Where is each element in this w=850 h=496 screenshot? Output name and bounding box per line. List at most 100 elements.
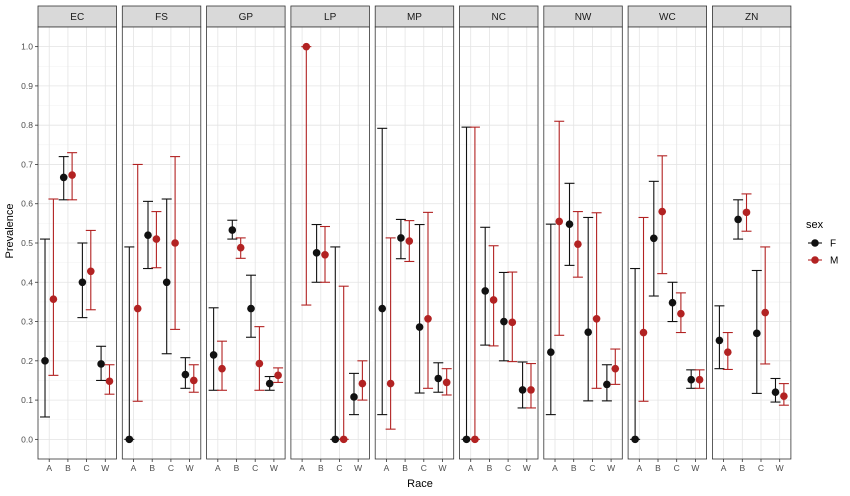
legend-label: M <box>830 256 838 267</box>
data-point <box>639 328 648 337</box>
data-point <box>218 364 226 373</box>
x-tick-label: W <box>101 463 109 473</box>
x-tick-label: W <box>691 463 699 473</box>
series-m <box>722 193 789 406</box>
x-tick-label: A <box>131 463 137 473</box>
x-tick-label: A <box>299 463 305 473</box>
data-point <box>742 208 751 217</box>
data-point <box>209 351 218 359</box>
y-tick-label: 0.3 <box>21 317 33 327</box>
series-f <box>208 219 275 391</box>
data-point <box>734 215 742 224</box>
x-tick-label: A <box>636 463 642 473</box>
data-point <box>152 235 161 243</box>
facet-panel-nw: NW A B C W <box>543 5 623 473</box>
x-tick-label: B <box>149 463 155 473</box>
x-tick-label: A <box>384 463 390 473</box>
x-tick-label: B <box>487 463 493 473</box>
data-point <box>724 348 732 356</box>
data-point <box>247 304 255 313</box>
y-tick-label: 0.5 <box>21 238 33 248</box>
y-tick-label: 0.8 <box>21 120 33 130</box>
series-m <box>48 152 115 395</box>
panel-border <box>459 26 539 460</box>
data-point <box>687 375 695 384</box>
series-m <box>301 42 368 444</box>
x-tick-label: A <box>552 463 558 473</box>
data-point <box>59 173 68 182</box>
data-point <box>181 370 190 379</box>
data-point <box>771 388 780 397</box>
data-point <box>442 378 451 387</box>
facet-panel-nc: NC A B C W <box>459 5 539 473</box>
x-tick-label: A <box>215 463 221 473</box>
facet-strip-label: WC <box>659 12 676 23</box>
panel-border <box>712 26 792 460</box>
data-point <box>105 377 114 386</box>
facet-strip-label: MP <box>407 12 422 23</box>
facet-panel-wc: WC A B C W <box>627 5 707 473</box>
x-tick-label: W <box>523 463 531 473</box>
panel-border <box>290 26 370 460</box>
data-point <box>144 231 152 239</box>
data-point <box>650 234 658 243</box>
x-tick-label: C <box>168 463 174 473</box>
facet-strip-label: LP <box>324 12 337 23</box>
data-point <box>462 435 471 444</box>
data-point <box>584 328 592 336</box>
y-tick-label: 0.7 <box>21 159 33 169</box>
data-point <box>255 359 264 368</box>
x-tick-label: W <box>438 463 446 473</box>
y-tick-label: 0.0 <box>21 434 33 444</box>
data-point <box>780 392 788 400</box>
data-point <box>508 318 517 327</box>
x-tick-label: B <box>655 463 661 473</box>
data-point <box>752 329 761 338</box>
data-point <box>603 380 611 389</box>
x-tick-label: B <box>65 463 71 473</box>
facet-strip-label: FS <box>155 12 168 23</box>
x-tick-label: B <box>318 463 324 473</box>
data-point <box>481 287 490 295</box>
facet-strip-label: NC <box>492 12 506 23</box>
x-tick-label: A <box>46 463 52 473</box>
data-point <box>265 379 274 388</box>
legend-key-point <box>811 239 819 247</box>
x-tick-label: W <box>354 463 362 473</box>
data-point <box>41 357 49 365</box>
x-tick-label: C <box>421 463 427 473</box>
series-f <box>630 180 697 444</box>
data-point <box>350 393 358 401</box>
data-point <box>171 239 179 247</box>
x-tick-label: B <box>402 463 408 473</box>
facet-strip-label: GP <box>239 12 254 23</box>
data-point <box>228 226 237 234</box>
data-point <box>321 250 329 259</box>
data-point <box>378 304 387 313</box>
data-point <box>236 243 245 252</box>
facet-panel-lp: LP A B C W <box>290 5 370 473</box>
series-f <box>311 223 359 444</box>
panel-border <box>543 26 623 460</box>
series-m <box>554 120 621 389</box>
series-f <box>377 127 444 416</box>
data-point <box>339 435 348 444</box>
data-point <box>133 304 142 313</box>
x-tick-label: C <box>505 463 511 473</box>
x-tick-label: B <box>571 463 577 473</box>
data-point <box>68 171 76 179</box>
data-point <box>415 323 424 331</box>
y-tick-label: 0.1 <box>21 395 33 405</box>
data-point <box>631 435 639 444</box>
series-f <box>124 198 191 444</box>
series-m <box>132 156 199 402</box>
data-point <box>500 317 508 326</box>
data-point <box>658 207 667 216</box>
legend-title: sex <box>806 219 824 231</box>
data-point <box>331 435 340 444</box>
panel-border <box>374 26 455 460</box>
data-point <box>49 295 58 303</box>
facet-strip-label: NW <box>575 12 592 23</box>
data-point <box>358 379 367 388</box>
panels-layer: EC A B C W FS A B C W GP A B C W LP A B C W MP A B C W NC A B C W NW A B… <box>37 5 792 473</box>
